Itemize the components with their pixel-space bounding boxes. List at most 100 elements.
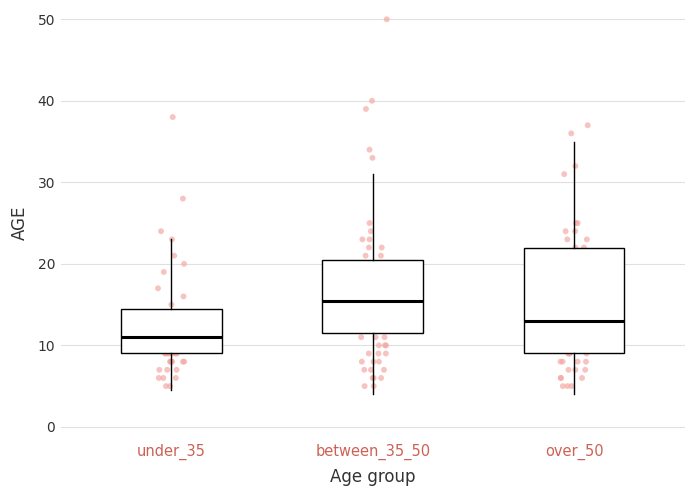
Point <box>152 317 163 325</box>
Point <box>560 227 571 235</box>
Point <box>166 341 177 349</box>
Point <box>556 341 567 349</box>
Point <box>369 284 380 292</box>
Point <box>164 358 175 366</box>
Point <box>569 227 580 235</box>
Point <box>166 341 177 349</box>
Point <box>575 309 586 317</box>
Point <box>166 236 177 244</box>
Point <box>360 325 371 333</box>
Point <box>370 317 381 325</box>
Point <box>555 276 567 284</box>
Point <box>379 309 390 317</box>
Point <box>177 195 189 203</box>
Point <box>166 358 177 366</box>
Point <box>363 309 374 317</box>
Point <box>571 333 583 341</box>
Point <box>168 341 179 349</box>
Point <box>168 251 180 259</box>
Point <box>572 333 583 341</box>
Point <box>570 366 581 374</box>
Point <box>177 358 189 366</box>
Point <box>180 333 191 341</box>
Point <box>171 317 182 325</box>
Point <box>364 146 375 154</box>
Point <box>578 317 589 325</box>
Point <box>555 358 566 366</box>
Point <box>580 358 592 366</box>
Point <box>364 236 375 244</box>
Point <box>369 292 380 300</box>
Point <box>578 244 590 251</box>
Point <box>570 341 581 349</box>
Point <box>572 358 583 366</box>
Point <box>170 349 181 357</box>
Point <box>158 268 169 276</box>
Point <box>164 309 175 317</box>
Point <box>571 268 583 276</box>
Point <box>178 292 189 300</box>
Y-axis label: AGE: AGE <box>11 206 29 240</box>
Point <box>167 349 178 357</box>
Point <box>363 260 374 268</box>
Point <box>152 284 164 292</box>
Point <box>162 333 173 341</box>
Point <box>562 236 573 244</box>
Point <box>164 349 175 357</box>
Point <box>162 317 173 325</box>
Point <box>373 349 384 357</box>
Point <box>379 366 390 374</box>
Point <box>365 227 377 235</box>
Point <box>368 358 379 366</box>
Point <box>155 227 166 235</box>
Point <box>162 349 173 357</box>
Point <box>161 333 172 341</box>
Point <box>364 219 375 227</box>
Point <box>564 349 575 357</box>
X-axis label: Age group: Age group <box>330 468 416 486</box>
Point <box>357 236 368 244</box>
Point <box>562 349 574 357</box>
Point <box>571 325 583 333</box>
Point <box>354 301 365 309</box>
Point <box>179 358 190 366</box>
Point <box>164 325 175 333</box>
Point <box>172 333 183 341</box>
Point <box>580 333 592 341</box>
Point <box>381 284 392 292</box>
Point <box>376 244 387 251</box>
Point <box>569 333 580 341</box>
Point <box>555 374 567 382</box>
Point <box>164 333 175 341</box>
Point <box>559 170 570 178</box>
Point <box>357 260 368 268</box>
Point <box>555 374 567 382</box>
Bar <box>121 309 222 353</box>
Point <box>379 341 390 349</box>
Point <box>358 276 369 284</box>
Point <box>363 284 374 292</box>
Point <box>564 349 576 357</box>
Point <box>358 301 369 309</box>
Point <box>363 292 374 300</box>
Point <box>363 244 374 251</box>
Point <box>562 292 574 300</box>
Point <box>158 374 169 382</box>
Point <box>173 325 184 333</box>
Point <box>569 284 580 292</box>
Point <box>361 105 372 113</box>
Point <box>360 251 371 259</box>
Point <box>164 382 175 390</box>
Point <box>581 317 592 325</box>
Point <box>381 15 393 23</box>
Point <box>178 260 189 268</box>
Point <box>367 154 378 162</box>
Point <box>373 341 384 349</box>
Point <box>356 358 367 366</box>
Point <box>556 268 567 276</box>
Point <box>373 284 384 292</box>
Point <box>570 219 581 227</box>
Point <box>363 349 374 357</box>
Point <box>562 276 573 284</box>
Point <box>177 333 189 341</box>
